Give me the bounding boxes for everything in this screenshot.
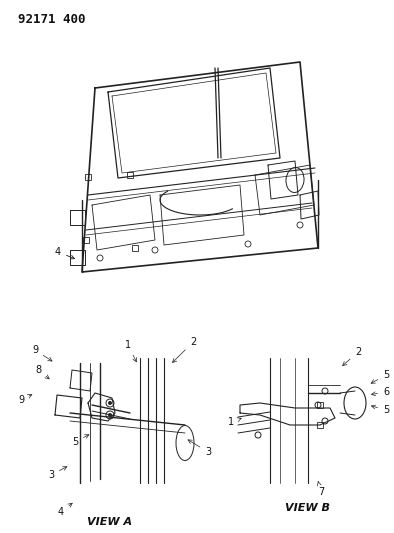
Bar (85, 174, 91, 180)
Text: 3: 3 (188, 440, 211, 457)
Text: 7: 7 (318, 481, 324, 497)
Bar (317, 402, 323, 408)
Text: 4: 4 (58, 503, 72, 517)
Text: VIEW B: VIEW B (286, 503, 331, 513)
Text: 1: 1 (125, 340, 136, 362)
Text: 8: 8 (35, 365, 49, 379)
Text: VIEW A: VIEW A (87, 517, 132, 527)
Circle shape (108, 413, 112, 417)
Bar (83, 237, 89, 243)
Text: 2: 2 (343, 347, 361, 366)
Circle shape (108, 401, 112, 405)
Text: 2: 2 (173, 337, 196, 362)
Text: 9: 9 (18, 394, 32, 405)
Bar (127, 172, 133, 178)
Text: 5: 5 (372, 405, 389, 415)
Text: 92171 400: 92171 400 (18, 13, 85, 26)
Text: 3: 3 (48, 467, 67, 480)
Bar (317, 422, 323, 428)
Text: 5: 5 (72, 435, 89, 447)
Text: 9: 9 (32, 345, 52, 361)
Text: 6: 6 (372, 387, 389, 397)
Text: 5: 5 (371, 370, 389, 383)
Text: 4: 4 (55, 247, 74, 259)
Bar (132, 245, 138, 251)
Text: 1: 1 (228, 417, 241, 427)
